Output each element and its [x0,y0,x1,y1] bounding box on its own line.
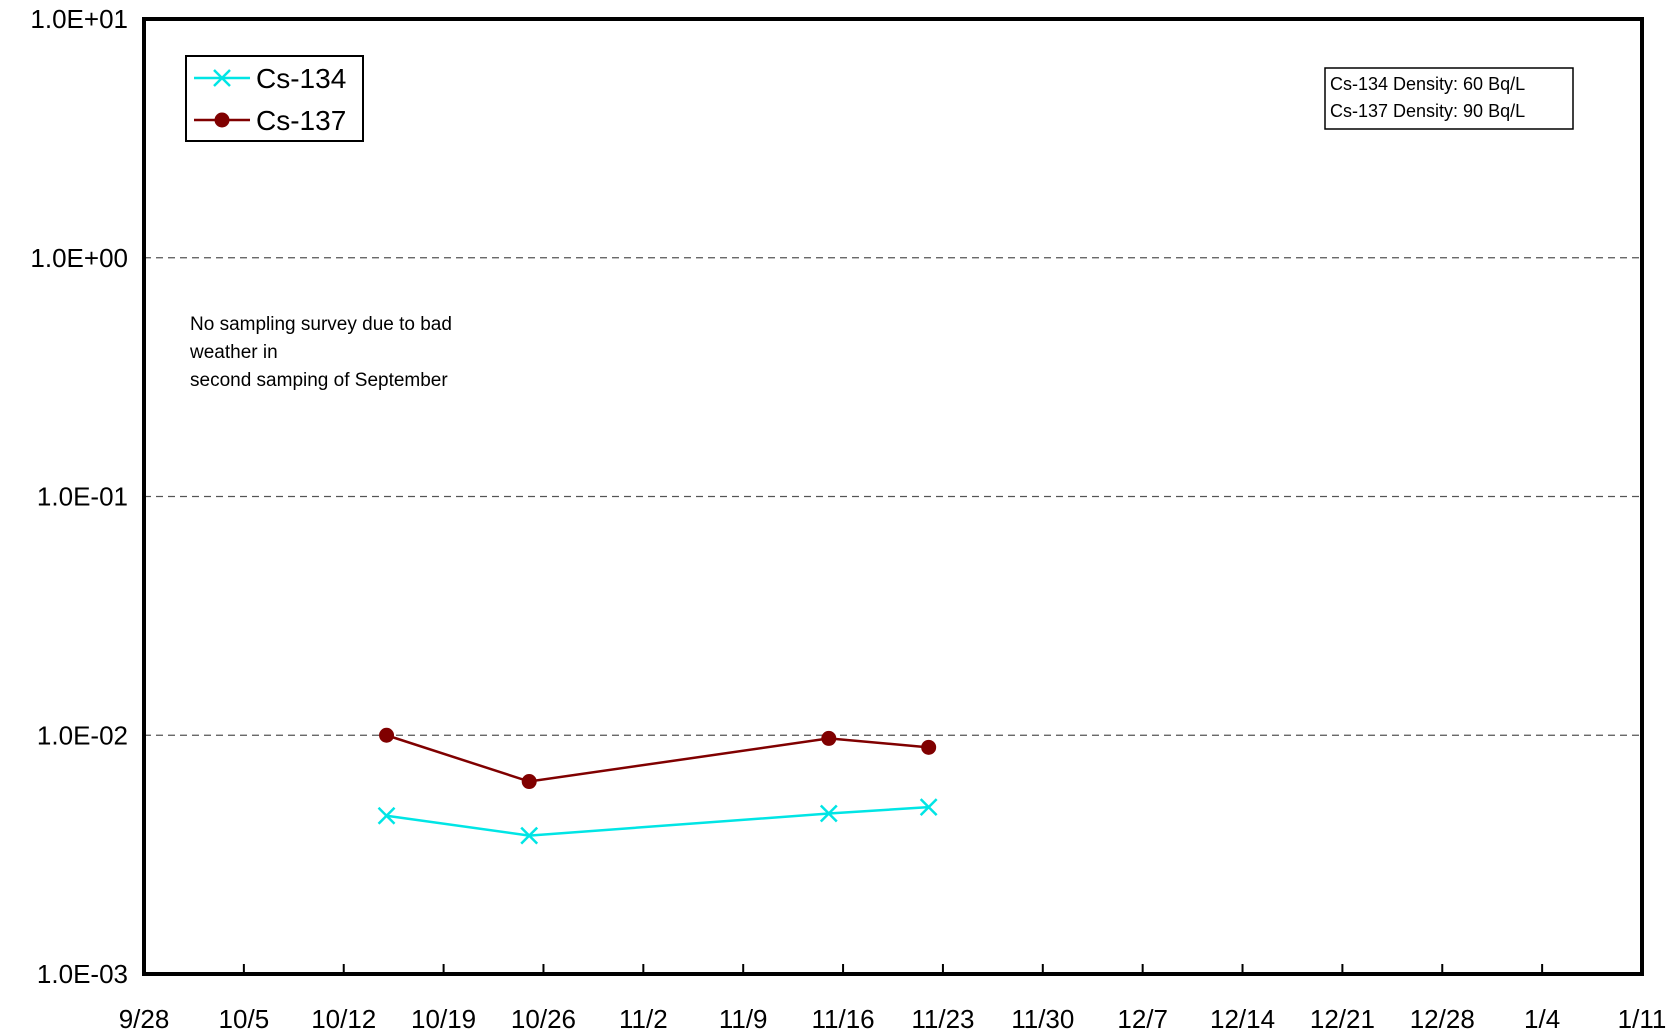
x-tick-label: 12/14 [1210,1004,1275,1030]
legend-marker-cs-137 [214,112,230,128]
x-tick-label: 11/2 [619,1004,668,1030]
data-point-cs-137 [821,730,837,746]
density-box-frame [1324,67,1574,130]
legend-label-cs-137: Cs-137 [256,105,346,136]
note-line: second samping of September [190,370,448,391]
density-box: Cs-134 Density: 60 Bq/L Cs-137 Density: … [1324,67,1574,130]
y-axis: 1.0E+01 1.0E+00 1.0E-01 1.0E-02 1.0E-03 [30,4,128,989]
data-point-cs-134 [377,806,396,825]
x-tick-label: 12/21 [1310,1004,1375,1030]
data-point-cs-137 [379,727,395,743]
x-tick-label: 11/23 [911,1004,974,1030]
x-tick-label: 11/30 [1011,1004,1074,1030]
series-line-cs-137 [386,734,929,783]
x-tick-label: 10/12 [311,1004,376,1030]
x-tick-label: 12/28 [1410,1004,1475,1030]
sampling-note: No sampling survey due to bad weather in… [189,314,452,391]
x-tick-label: 1/4 [1524,1004,1560,1030]
x-tick-label: 11/16 [811,1004,874,1030]
x-tick-label: 9/28 [119,1004,170,1030]
gridlines [144,257,1642,736]
density-cs137: Cs-137 Density: 90 Bq/L [1330,101,1525,121]
x-tick-label: 10/5 [219,1004,270,1030]
density-cs134: Cs-134 Density: 60 Bq/L [1330,74,1525,94]
x-tick-label: 11/9 [719,1004,768,1030]
data-point-cs-137 [521,774,537,790]
series-line-cs-134 [386,805,929,837]
y-tick-label: 1.0E-01 [37,482,128,512]
plot-frame [142,17,1644,976]
y-tick-label: 1.0E+01 [30,4,128,34]
x-tick-label: 12/7 [1117,1004,1168,1030]
x-tick-label: 10/26 [511,1004,576,1030]
series-group [377,727,938,845]
legend: Cs-134 Cs-137 [185,55,364,142]
legend-marker-cs-134 [213,69,231,87]
y-tick-label: 1.0E+00 [30,243,128,273]
data-point-cs-134 [819,804,838,823]
data-point-cs-134 [919,798,938,817]
data-point-cs-137 [921,739,937,755]
x-axis: 9/28 10/5 10/12 10/19 10/26 11/2 11/9 11/16 11/2… [119,964,1667,1030]
legend-label-cs-134: Cs-134 [256,63,346,94]
note-line: weather in [189,342,278,363]
note-line: No sampling survey due to bad [190,314,452,335]
y-tick-label: 1.0E-02 [37,720,128,750]
y-tick-label: 1.0E-03 [37,959,128,989]
x-tick-label: 1/11 [1618,1004,1667,1030]
data-point-cs-134 [520,826,539,845]
x-tick-label: 10/19 [411,1004,476,1030]
